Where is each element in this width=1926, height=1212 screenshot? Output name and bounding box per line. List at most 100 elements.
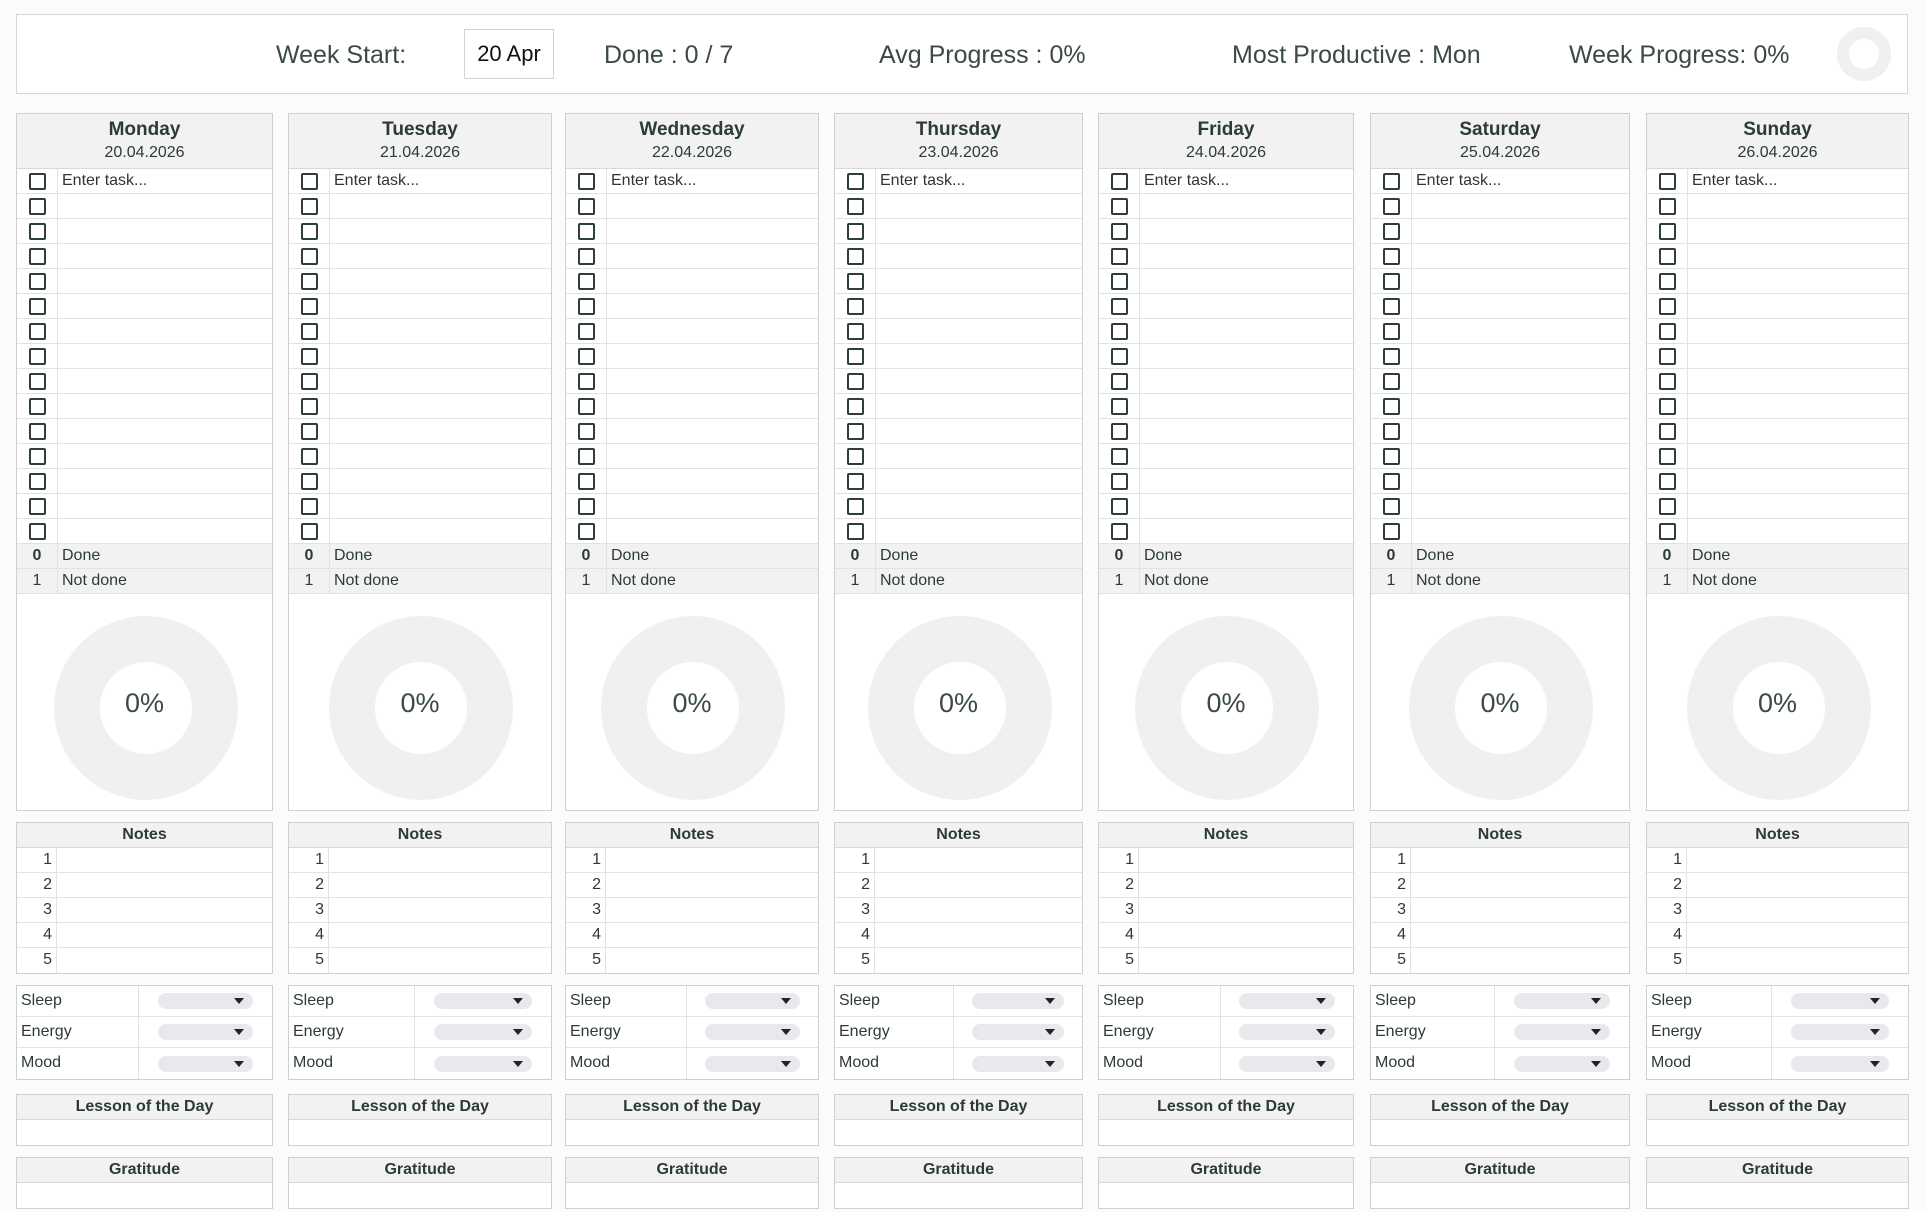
task-input[interactable]: [1412, 394, 1629, 418]
lesson-input[interactable]: [17, 1120, 272, 1145]
note-input[interactable]: [57, 898, 272, 922]
note-input[interactable]: [1139, 873, 1353, 897]
task-input[interactable]: [330, 369, 551, 393]
task-checkbox[interactable]: [300, 422, 318, 440]
task-checkbox[interactable]: [1658, 347, 1676, 365]
note-input[interactable]: [1411, 848, 1629, 872]
task-input[interactable]: [58, 344, 272, 368]
metric-dropdown[interactable]: [705, 993, 800, 1009]
task-input[interactable]: Enter task...: [1692, 172, 1778, 189]
task-checkbox[interactable]: [28, 247, 46, 265]
task-checkbox[interactable]: [1658, 397, 1676, 415]
task-input[interactable]: [1688, 219, 1908, 243]
task-checkbox[interactable]: [1382, 497, 1400, 515]
task-checkbox[interactable]: [300, 272, 318, 290]
task-checkbox[interactable]: [1658, 322, 1676, 340]
lesson-input[interactable]: [566, 1120, 818, 1145]
task-checkbox[interactable]: [577, 472, 595, 490]
task-checkbox[interactable]: [1658, 247, 1676, 265]
note-input[interactable]: [57, 948, 272, 973]
task-input[interactable]: [1412, 219, 1629, 243]
task-checkbox[interactable]: [300, 372, 318, 390]
metric-dropdown[interactable]: [433, 1055, 532, 1072]
task-checkbox[interactable]: [300, 522, 318, 540]
lesson-input[interactable]: [289, 1120, 551, 1145]
task-input[interactable]: [58, 269, 272, 293]
task-checkbox[interactable]: [1110, 497, 1128, 515]
metric-dropdown[interactable]: [1513, 1055, 1611, 1072]
task-checkbox[interactable]: [577, 497, 595, 515]
task-checkbox[interactable]: [1382, 247, 1400, 265]
task-input[interactable]: [58, 419, 272, 443]
note-input[interactable]: [1139, 848, 1353, 872]
task-input[interactable]: [330, 444, 551, 468]
task-input[interactable]: [1688, 469, 1908, 493]
task-checkbox[interactable]: [846, 522, 864, 540]
task-checkbox[interactable]: [577, 347, 595, 365]
task-checkbox[interactable]: [1110, 297, 1128, 315]
task-input[interactable]: [330, 219, 551, 243]
task-input[interactable]: [1412, 294, 1629, 318]
task-checkbox[interactable]: [1658, 497, 1676, 515]
task-input[interactable]: [607, 369, 818, 393]
task-checkbox[interactable]: [846, 472, 864, 490]
task-checkbox[interactable]: [577, 272, 595, 290]
task-checkbox[interactable]: [846, 447, 864, 465]
task-input[interactable]: [1688, 344, 1908, 368]
metric-dropdown[interactable]: [1791, 1024, 1889, 1040]
task-checkbox[interactable]: [28, 197, 46, 215]
task-checkbox[interactable]: [300, 497, 318, 515]
task-checkbox[interactable]: [846, 222, 864, 240]
task-checkbox[interactable]: [1658, 172, 1676, 190]
task-checkbox[interactable]: [1382, 322, 1400, 340]
task-input[interactable]: [1140, 344, 1353, 368]
task-checkbox[interactable]: [1110, 522, 1128, 540]
task-input[interactable]: [1140, 444, 1353, 468]
task-input[interactable]: [58, 244, 272, 268]
task-checkbox[interactable]: [300, 447, 318, 465]
task-input[interactable]: [876, 394, 1082, 418]
task-input[interactable]: [58, 494, 272, 518]
task-checkbox[interactable]: [28, 497, 46, 515]
task-input[interactable]: [330, 344, 551, 368]
task-input[interactable]: [1688, 319, 1908, 343]
task-checkbox[interactable]: [1382, 347, 1400, 365]
metric-dropdown[interactable]: [157, 1024, 254, 1040]
task-checkbox[interactable]: [577, 322, 595, 340]
task-input[interactable]: [876, 244, 1082, 268]
note-input[interactable]: [1411, 898, 1629, 922]
note-input[interactable]: [1687, 848, 1908, 872]
gratitude-input[interactable]: [835, 1183, 1082, 1208]
task-input[interactable]: Enter task...: [62, 172, 148, 189]
gratitude-input[interactable]: [1099, 1183, 1353, 1208]
task-input[interactable]: [607, 294, 818, 318]
task-checkbox[interactable]: [577, 172, 595, 190]
task-input[interactable]: [876, 419, 1082, 443]
note-input[interactable]: [875, 848, 1082, 872]
task-input[interactable]: [1412, 469, 1629, 493]
task-input[interactable]: [1688, 444, 1908, 468]
task-input[interactable]: [330, 269, 551, 293]
task-checkbox[interactable]: [1110, 372, 1128, 390]
lesson-input[interactable]: [1099, 1120, 1353, 1145]
task-input[interactable]: [876, 194, 1082, 218]
task-input[interactable]: [876, 444, 1082, 468]
task-input[interactable]: Enter task...: [1144, 172, 1230, 189]
task-input[interactable]: [1412, 419, 1629, 443]
task-input[interactable]: [1412, 444, 1629, 468]
task-input[interactable]: [1688, 494, 1908, 518]
task-checkbox[interactable]: [1382, 372, 1400, 390]
task-checkbox[interactable]: [1382, 297, 1400, 315]
task-checkbox[interactable]: [1110, 422, 1128, 440]
task-input[interactable]: [1412, 369, 1629, 393]
lesson-input[interactable]: [835, 1120, 1082, 1145]
task-input[interactable]: [58, 219, 272, 243]
task-checkbox[interactable]: [1658, 372, 1676, 390]
task-checkbox[interactable]: [846, 247, 864, 265]
task-checkbox[interactable]: [28, 172, 46, 190]
task-checkbox[interactable]: [846, 347, 864, 365]
task-checkbox[interactable]: [28, 347, 46, 365]
note-input[interactable]: [1139, 948, 1353, 973]
task-checkbox[interactable]: [1110, 222, 1128, 240]
metric-dropdown[interactable]: [971, 1055, 1065, 1072]
